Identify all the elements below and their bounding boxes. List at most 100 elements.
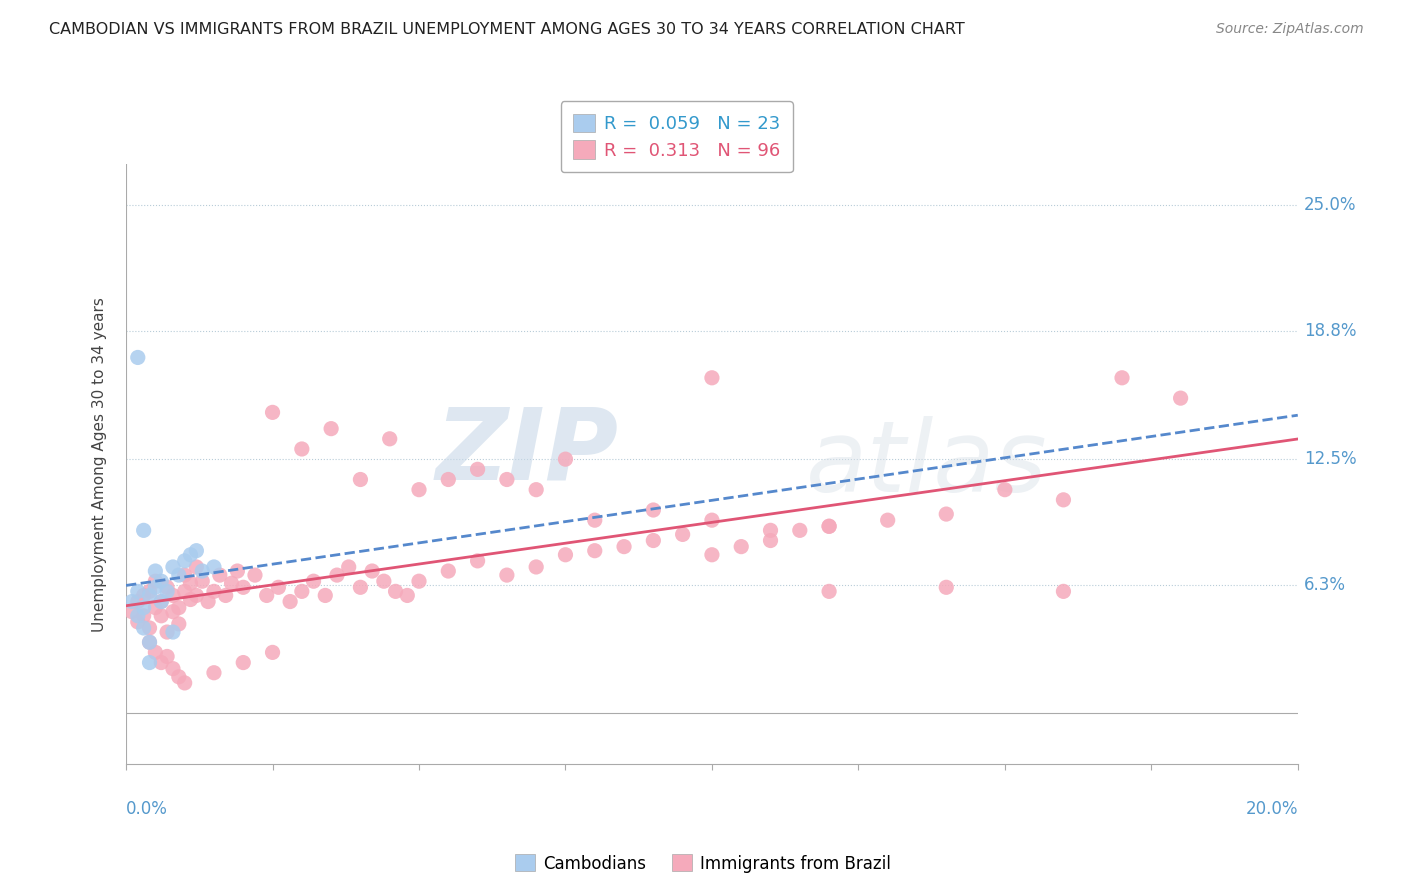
Point [818,519,841,533]
Point [132,608,155,623]
Point [127,594,149,608]
Point [256,589,278,603]
Point [1111,371,1133,385]
Point [700,548,723,562]
Point [232,580,254,594]
Point [378,432,401,446]
Point [730,540,752,554]
Point [302,574,325,589]
Point [138,589,160,603]
Point [467,554,489,568]
Point [162,605,184,619]
Text: Source: ZipAtlas.com: Source: ZipAtlas.com [1216,22,1364,37]
Point [202,584,225,599]
Point [138,635,160,649]
Point [202,665,225,680]
Point [145,564,167,578]
Point [162,589,184,603]
Point [156,625,179,640]
Point [191,574,214,589]
Point [278,594,301,608]
Point [408,574,430,589]
Point [583,543,606,558]
Point [291,442,314,456]
Point [759,533,782,548]
Point [789,524,811,538]
Y-axis label: Unemployment Among Ages 30 to 34 years: Unemployment Among Ages 30 to 34 years [93,297,107,632]
Point [326,568,349,582]
Point [467,462,489,476]
Point [162,625,184,640]
Point [127,351,149,365]
Point [437,473,460,487]
Point [156,584,179,599]
Point [291,584,314,599]
Point [232,656,254,670]
Point [167,600,190,615]
Point [554,452,576,467]
Legend: Cambodians, Immigrants from Brazil: Cambodians, Immigrants from Brazil [509,847,897,880]
Point [876,513,898,527]
Point [314,589,336,603]
Point [408,483,430,497]
Text: atlas: atlas [806,416,1047,513]
Point [496,568,519,582]
Point [138,584,160,599]
Point [162,560,184,574]
Point [186,543,208,558]
Point [127,615,149,629]
Point [672,527,695,541]
Point [150,656,173,670]
Point [132,600,155,615]
Point [818,519,841,533]
Point [138,635,160,649]
Point [221,576,243,591]
Point [150,594,173,608]
Point [180,548,202,562]
Text: 12.5%: 12.5% [1303,450,1357,468]
Point [935,507,957,521]
Point [321,422,343,436]
Point [150,594,173,608]
Point [173,584,195,599]
Point [145,645,167,659]
Point [167,616,190,631]
Point [186,560,208,574]
Point [1170,391,1192,405]
Point [132,589,155,603]
Point [700,513,723,527]
Point [121,605,143,619]
Point [132,621,155,635]
Point [167,568,190,582]
Point [215,589,238,603]
Point [262,405,284,419]
Legend: R =  0.059   N = 23, R =  0.313   N = 96: R = 0.059 N = 23, R = 0.313 N = 96 [561,101,793,172]
Point [935,580,957,594]
Text: 6.3%: 6.3% [1303,576,1346,594]
Point [173,568,195,582]
Text: ZIP: ZIP [436,404,619,500]
Point [267,580,290,594]
Point [700,371,723,385]
Point [138,621,160,635]
Point [643,503,665,517]
Point [121,594,143,608]
Point [349,473,371,487]
Point [173,554,195,568]
Point [180,576,202,591]
Point [127,608,149,623]
Point [226,564,249,578]
Point [191,564,214,578]
Point [186,589,208,603]
Point [437,564,460,578]
Point [554,548,576,562]
Point [373,574,395,589]
Point [208,568,231,582]
Point [202,560,225,574]
Point [150,608,173,623]
Point [1052,584,1074,599]
Point [156,580,179,594]
Point [1052,492,1074,507]
Point [162,662,184,676]
Point [583,513,606,527]
